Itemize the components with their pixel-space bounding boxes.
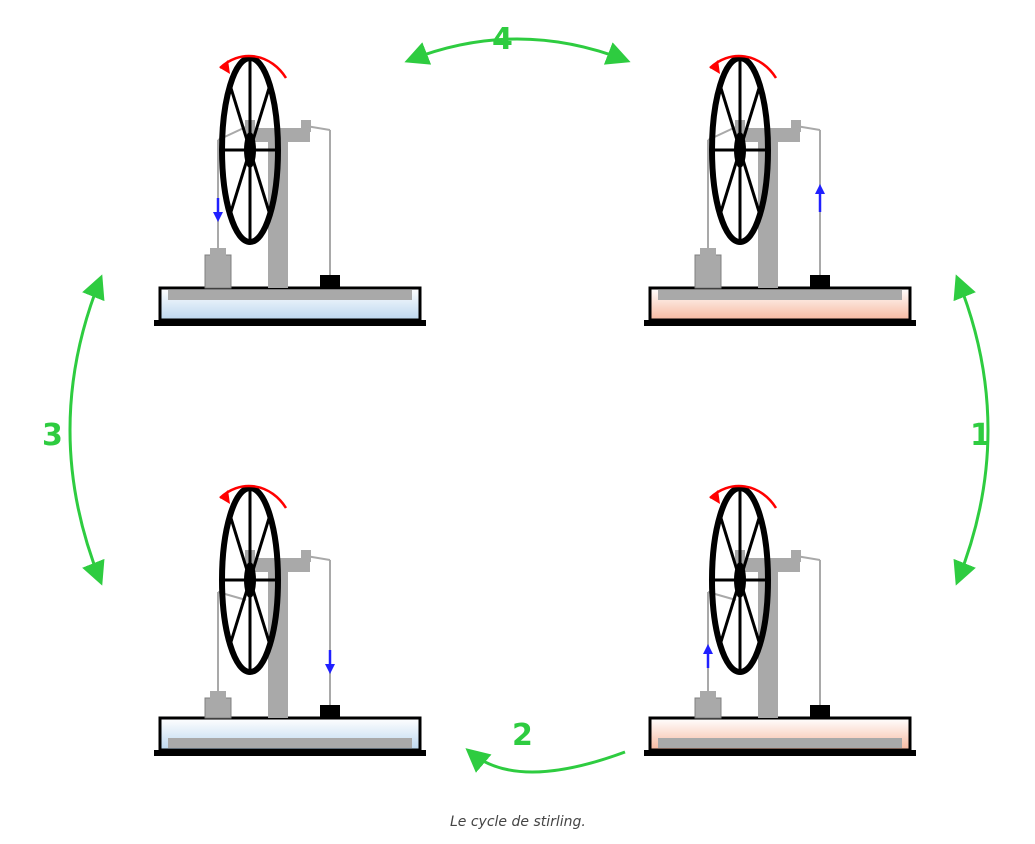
caption: Le cycle de stirling. [450, 814, 586, 830]
label-2: 2 [512, 718, 533, 753]
label-4: 4 [492, 22, 513, 57]
cycle-arrow-2 [470, 752, 625, 772]
label-1: 1 [970, 418, 991, 453]
cycle-arrow-3 [70, 280, 100, 580]
stirling-cycle-diagram: 1 2 3 4 Le cycle de stirling. [0, 0, 1035, 844]
cycle-arrow-4 [410, 39, 625, 60]
label-3: 3 [42, 418, 63, 453]
